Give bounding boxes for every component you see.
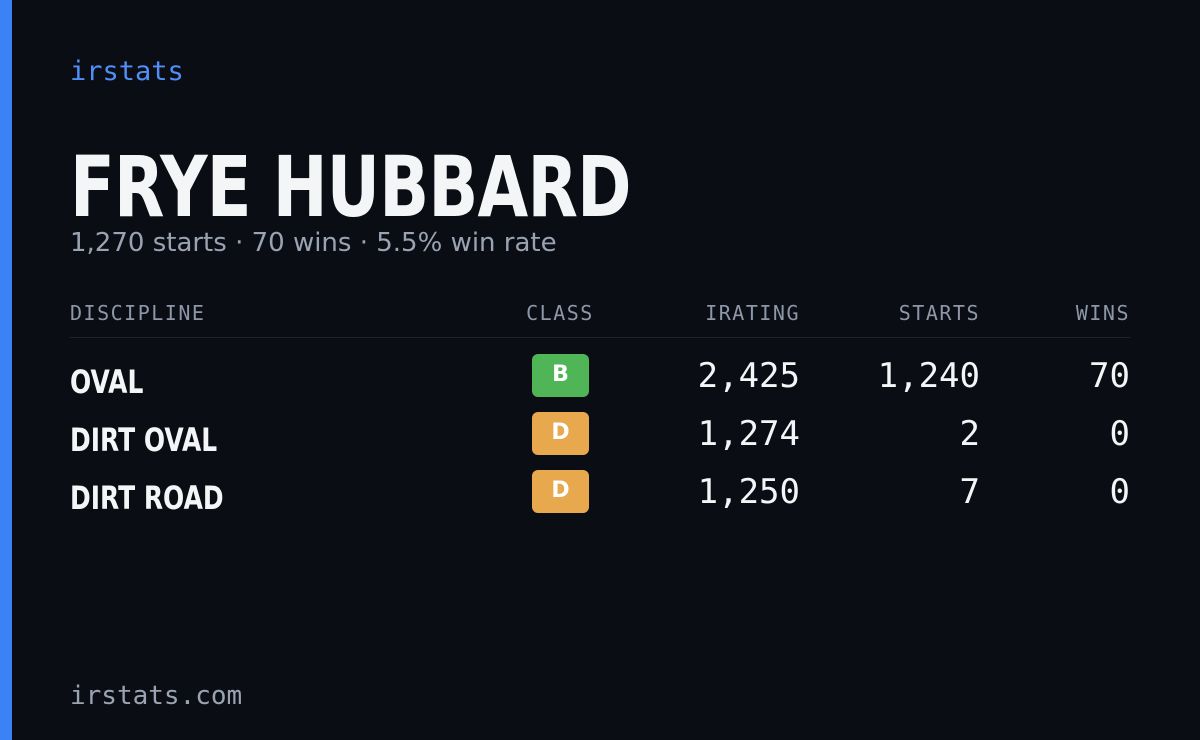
- stat-value: 1,274: [697, 414, 800, 454]
- header-rule: [70, 337, 1130, 338]
- discipline: OVAL: [70, 363, 144, 401]
- stat-value: 0: [1109, 414, 1130, 454]
- footer-url: irstats.com: [70, 681, 243, 711]
- stat-value: 0: [1109, 472, 1130, 512]
- class-badge: D: [532, 470, 589, 513]
- driver-name: FRYE HUBBARD: [70, 138, 632, 236]
- column-header: STARTS: [898, 301, 980, 325]
- stat-value: 2,425: [697, 356, 800, 396]
- accent-bar: [0, 0, 12, 740]
- stat-value: 2: [959, 414, 980, 454]
- stat-value: 1,240: [877, 356, 980, 396]
- brand: irstats: [70, 56, 184, 87]
- stat-value: 7: [959, 472, 980, 512]
- column-header: DISCIPLINE: [70, 301, 206, 325]
- column-header: CLASS: [526, 301, 594, 325]
- class-badge: B: [532, 354, 589, 397]
- column-header: IRATING: [705, 301, 800, 325]
- discipline: DIRT OVAL: [70, 421, 218, 459]
- stat-value: 1,250: [697, 472, 800, 512]
- class-badge: D: [532, 412, 589, 455]
- column-header: WINS: [1075, 301, 1130, 325]
- stat-value: 70: [1089, 356, 1130, 396]
- discipline: DIRT ROAD: [70, 479, 224, 517]
- summary: 1,270 starts · 70 wins · 5.5% win rate: [70, 228, 557, 258]
